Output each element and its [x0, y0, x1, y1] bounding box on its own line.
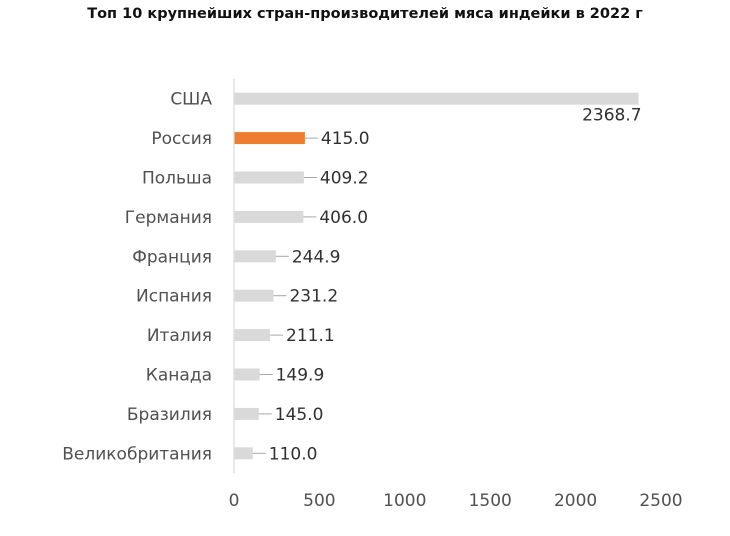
- x-tick-label: 2500: [639, 491, 682, 511]
- bar: [234, 368, 260, 381]
- category-label: Бразилия: [127, 405, 212, 425]
- bar: [234, 250, 276, 263]
- bar: [234, 92, 639, 105]
- data-label: 409.2: [320, 169, 369, 189]
- bar: [234, 447, 253, 460]
- data-label: 415.0: [321, 129, 370, 149]
- x-tick-label: 500: [303, 491, 335, 511]
- x-tick-labels: 0 500 1000 1500 2000 2500: [229, 491, 683, 511]
- x-tick-label: 2000: [554, 491, 597, 511]
- bar: [234, 329, 271, 342]
- data-label: 406.0: [319, 208, 368, 228]
- category-label: Россия: [151, 129, 212, 149]
- category-label: Италия: [147, 326, 212, 346]
- category-label: Франция: [132, 247, 212, 267]
- bar: [234, 407, 259, 420]
- bar: [234, 210, 304, 223]
- data-label: 149.9: [276, 366, 325, 386]
- bar: [234, 289, 274, 302]
- category-label: США: [170, 90, 212, 110]
- category-label: Германия: [125, 208, 212, 228]
- category-label: Испания: [136, 287, 212, 307]
- data-label: 2368.7: [582, 106, 641, 126]
- bar: [234, 171, 304, 184]
- x-tick-label: 1000: [383, 491, 426, 511]
- data-label: 231.2: [289, 287, 338, 307]
- x-tick-label: 1500: [469, 491, 512, 511]
- data-label: 145.0: [275, 405, 324, 425]
- data-label: 110.0: [269, 444, 318, 464]
- data-label: 244.9: [292, 247, 341, 267]
- bar: [234, 132, 305, 145]
- chart-title: Топ 10 крупнейших стран-производителей м…: [87, 6, 643, 22]
- data-label: 211.1: [286, 326, 335, 346]
- category-label: Польша: [142, 169, 212, 189]
- category-label: Великобритания: [62, 444, 212, 464]
- x-tick-label: 0: [229, 491, 240, 511]
- category-labels: США Россия Польша Германия Франция Испания Ита…: [62, 90, 212, 465]
- bars-group: [234, 92, 639, 460]
- category-label: Канада: [146, 366, 212, 386]
- value-labels: 2368.7 415.0 409.2 406.0 244.9 231.2 211.1 149.…: [252, 106, 642, 464]
